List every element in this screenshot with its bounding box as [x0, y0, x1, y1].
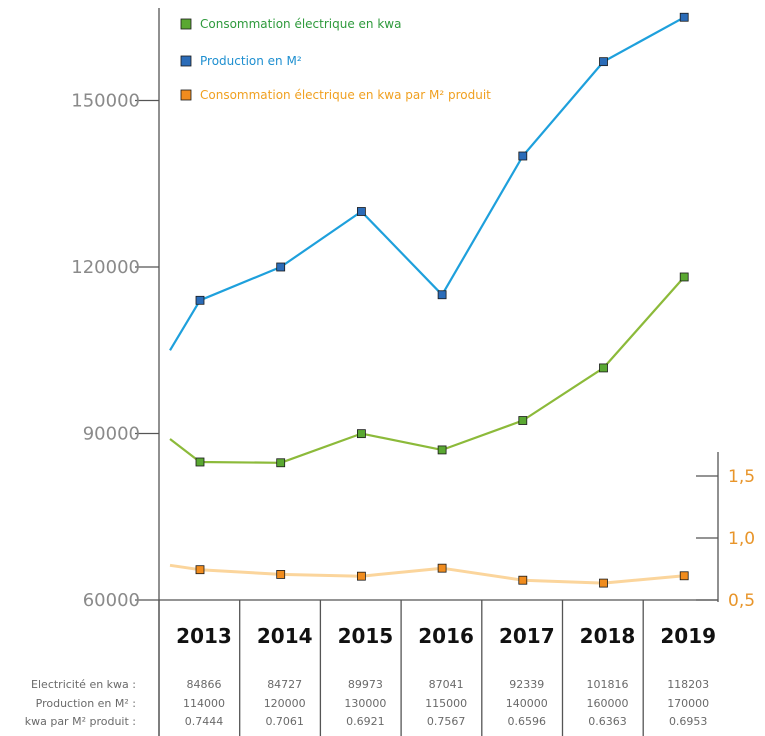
- data-point: [195, 565, 205, 575]
- x-tick-label: 2015: [338, 624, 394, 648]
- data-point: [195, 295, 205, 305]
- series-markers: [195, 12, 689, 588]
- x-tick-label: 2019: [660, 624, 716, 648]
- table-cell: 87041: [429, 678, 464, 691]
- data-point: [356, 571, 366, 581]
- y-tick-label: 120000: [71, 257, 140, 278]
- table-cell: 118203: [667, 678, 709, 691]
- table-row-label: Electricité en kwa :: [31, 678, 136, 691]
- table-cell: 0.7444: [185, 715, 224, 728]
- x-tick-label: 2016: [418, 624, 474, 648]
- data-point: [518, 416, 528, 425]
- table-cell: 0.6921: [346, 715, 385, 728]
- table-cell: 92339: [509, 678, 544, 691]
- data-point: [437, 563, 447, 573]
- y-right-tick-label: 1,5: [728, 467, 755, 487]
- data-point: [518, 151, 528, 161]
- legend-entry: Consommation électrique en kwa: [200, 17, 401, 31]
- table-cell: 0.7061: [265, 715, 304, 728]
- y-tick-label: 150000: [71, 91, 140, 112]
- table-row-label: kwa par M² produit :: [25, 715, 136, 728]
- data-point: [437, 445, 447, 455]
- legend-entry: Consommation électrique en kwa par M² pr…: [200, 88, 491, 102]
- data-point: [276, 262, 286, 272]
- table-cell: 114000: [183, 697, 225, 710]
- series-line-1: [169, 276, 686, 464]
- data-point: [599, 57, 608, 67]
- table-row-label: Production en M² :: [36, 697, 136, 710]
- legend-swatch: [180, 18, 192, 30]
- series-lines: [169, 16, 686, 585]
- legend-swatch: [180, 89, 192, 101]
- data-point: [679, 272, 689, 282]
- data-point: [195, 457, 205, 467]
- x-tick-label: 2013: [176, 624, 232, 648]
- y-right-tick-label: 0,5: [728, 591, 755, 611]
- table-cell: 0.7567: [427, 715, 466, 728]
- table-cell: 170000: [667, 697, 709, 710]
- data-point: [679, 571, 689, 581]
- legend-swatch: [180, 55, 192, 67]
- table-cell: 130000: [344, 697, 386, 710]
- x-tick-label: 2014: [257, 624, 313, 648]
- data-point: [437, 290, 447, 300]
- x-tick-label: 2018: [580, 624, 636, 648]
- legend-entry: Production en M²: [200, 54, 302, 68]
- axes: 60000 90000 120000 150000 0,5 1,0 1,5 2013 2014 2…: [71, 8, 755, 736]
- legend: Consommation électrique en kwa Production…: [180, 17, 491, 102]
- table-cell: 140000: [506, 697, 548, 710]
- data-point: [599, 578, 608, 588]
- data-point: [276, 458, 286, 468]
- y-right-tick-label: 1,0: [728, 529, 755, 549]
- table-cell: 0.6596: [508, 715, 547, 728]
- data-point: [518, 575, 528, 585]
- table-cell: 84866: [187, 678, 222, 691]
- y-tick-label: 60000: [83, 590, 140, 611]
- data-point: [679, 12, 689, 22]
- series-line-3: [169, 563, 685, 585]
- table-cell: 89973: [348, 678, 383, 691]
- table-cell: 115000: [425, 697, 467, 710]
- table-cell: 0.6363: [588, 715, 627, 728]
- data-point: [599, 363, 608, 373]
- table-cell: 160000: [587, 697, 629, 710]
- data-point: [276, 570, 286, 579]
- table-cell: 101816: [587, 678, 629, 691]
- data-table: Electricité en kwa : 84866 84727 89973 87041…: [25, 678, 709, 728]
- table-cell: 120000: [264, 697, 306, 710]
- data-point: [356, 429, 366, 439]
- series-line-2: [169, 16, 685, 351]
- data-point: [356, 207, 366, 216]
- y-tick-label: 90000: [83, 424, 140, 445]
- table-cell: 0.6953: [669, 715, 708, 728]
- x-tick-label: 2017: [499, 624, 555, 648]
- table-cell: 84727: [267, 678, 302, 691]
